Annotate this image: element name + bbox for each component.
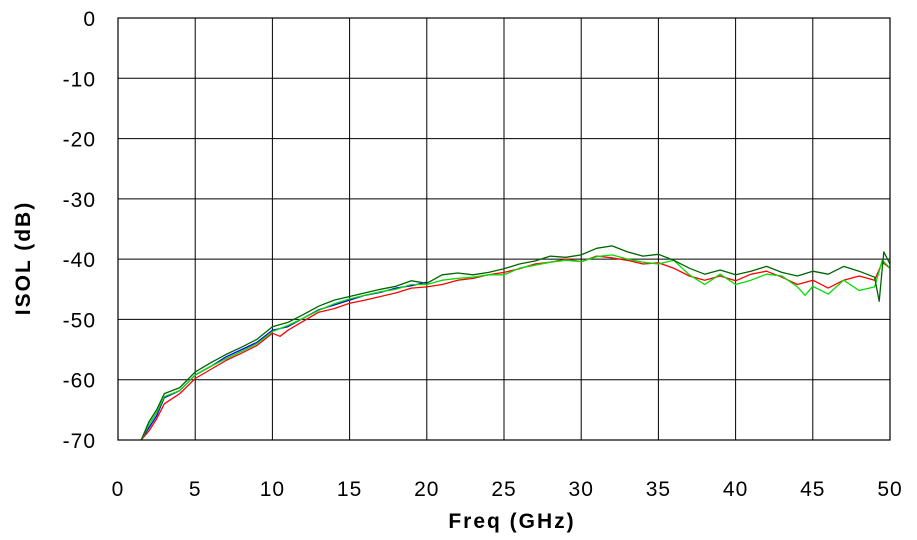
series-line-3 [140, 254, 891, 441]
x-tick-label: 10 [260, 478, 285, 501]
x-tick-label: 40 [723, 478, 748, 501]
y-tick-labels: 0 -10 -20 -30 -40 -50 -60 -70 [63, 8, 96, 453]
y-tick-label: -70 [63, 430, 96, 453]
y-tick-label: -30 [63, 189, 96, 212]
x-tick-label: 35 [646, 478, 671, 501]
y-tick-label: -40 [63, 249, 96, 272]
y-tick-label: 0 [83, 8, 96, 31]
x-tick-label: 45 [800, 478, 825, 501]
y-tick-label: -50 [63, 309, 96, 332]
series-lines [140, 245, 891, 441]
y-tick-label: -10 [63, 68, 96, 91]
x-axis-title: Freq (GHz) [448, 510, 575, 533]
y-tick-label: -20 [63, 129, 96, 152]
x-tick-label: 25 [491, 478, 516, 501]
x-tick-label: 20 [414, 478, 439, 501]
series-line-4 [140, 245, 891, 441]
x-tick-labels: 0 5 10 15 20 25 30 35 40 45 50 [112, 478, 902, 501]
x-tick-label: 30 [569, 478, 594, 501]
y-tick-label: -60 [63, 370, 96, 393]
plot-frame [117, 17, 891, 441]
x-tick-label: 50 [877, 478, 902, 501]
y-axis-title: ISOL (dB) [12, 201, 35, 315]
x-tick-label: 5 [189, 478, 202, 501]
x-tick-label: 15 [337, 478, 362, 501]
series-line-2 [140, 255, 891, 441]
x-tick-label: 0 [112, 478, 125, 501]
